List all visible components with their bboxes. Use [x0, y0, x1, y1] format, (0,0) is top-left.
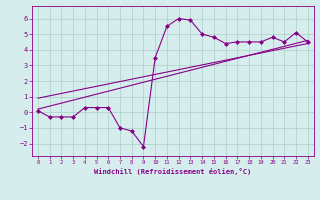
X-axis label: Windchill (Refroidissement éolien,°C): Windchill (Refroidissement éolien,°C)	[94, 168, 252, 175]
